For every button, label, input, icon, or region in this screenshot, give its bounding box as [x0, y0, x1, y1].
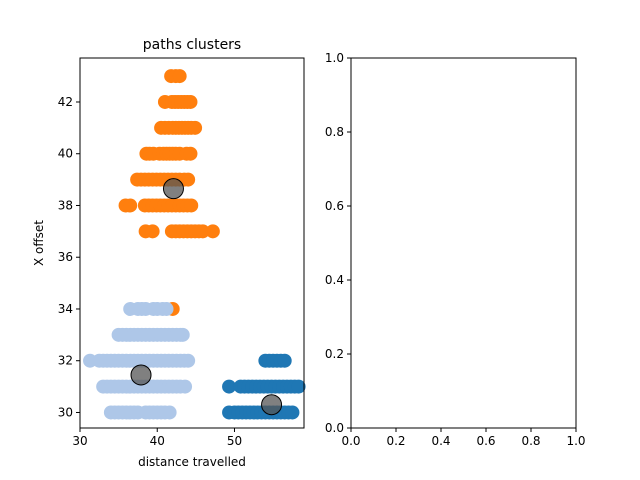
scatter-point [183, 94, 198, 109]
scatter-point [172, 69, 187, 84]
x-tick-label: 0.6 [476, 434, 495, 448]
scatter-point [181, 353, 196, 368]
scatter-point [159, 301, 174, 316]
scatter-point [205, 224, 220, 239]
centroid-marker [162, 178, 184, 200]
y-tick-label: 42 [58, 95, 73, 109]
axes-frame [350, 57, 577, 429]
y-tick-label: 0.6 [325, 199, 344, 213]
scatter-point [175, 327, 190, 342]
y-tick-label: 40 [58, 147, 73, 161]
scatter-point [291, 379, 306, 394]
scatter-point [188, 120, 203, 135]
centroid-marker [261, 394, 283, 416]
x-axis-label: distance travelled [138, 455, 246, 469]
scatter-point [162, 405, 177, 420]
scatter-point [285, 405, 300, 420]
y-tick-label: 1.0 [325, 51, 344, 65]
y-tick-label: 32 [58, 354, 73, 368]
x-tick-label: 30 [72, 434, 87, 448]
x-tick-label: 0.0 [341, 434, 360, 448]
scatter-points [83, 69, 306, 420]
y-axis-ticks: 0.0 0.2 0.4 0.6 0.8 1.0 [325, 51, 351, 435]
scatter-point [222, 379, 237, 394]
scatter-point [183, 146, 198, 161]
scatter-point [195, 224, 210, 239]
centroid-marker [130, 364, 152, 386]
x-axis-ticks: 0.0 0.2 0.4 0.6 0.8 1.0 [341, 428, 586, 448]
y-tick-label: 0.8 [325, 125, 344, 139]
scatter-point [277, 353, 292, 368]
x-tick-label: 50 [227, 434, 242, 448]
y-tick-label: 38 [58, 198, 73, 212]
x-axis-ticks: 30 40 50 [72, 428, 242, 448]
scatter-plot-axes: paths clusters 30 40 50 30 32 34 36 38 40 42 dis… [32, 37, 306, 469]
scatter-point [178, 379, 193, 394]
x-tick-label: 1.0 [566, 434, 585, 448]
y-tick-label: 36 [58, 250, 73, 264]
x-tick-label: 0.2 [386, 434, 405, 448]
axes-frame [79, 57, 305, 429]
y-tick-label: 34 [58, 302, 73, 316]
scatter-point [145, 224, 160, 239]
empty-plot-axes: 0.0 0.2 0.4 0.6 0.8 1.0 0.0 0.2 0.4 0.6 0.8 1.0 [325, 51, 586, 448]
scatter-point [184, 198, 199, 213]
y-axis-ticks: 30 32 34 36 38 40 42 [58, 95, 80, 419]
y-tick-label: 30 [58, 405, 73, 419]
y-tick-label: 0.0 [325, 421, 344, 435]
x-tick-label: 0.4 [431, 434, 450, 448]
scatter-point [181, 172, 196, 187]
cluster-centroids [130, 178, 283, 416]
chart-title: paths clusters [143, 37, 241, 53]
y-axis-label: X offset [32, 220, 46, 266]
y-tick-label: 0.2 [325, 347, 344, 361]
scatter-point [123, 198, 138, 213]
y-tick-label: 0.4 [325, 273, 344, 287]
x-tick-label: 40 [150, 434, 165, 448]
x-tick-label: 0.8 [521, 434, 540, 448]
